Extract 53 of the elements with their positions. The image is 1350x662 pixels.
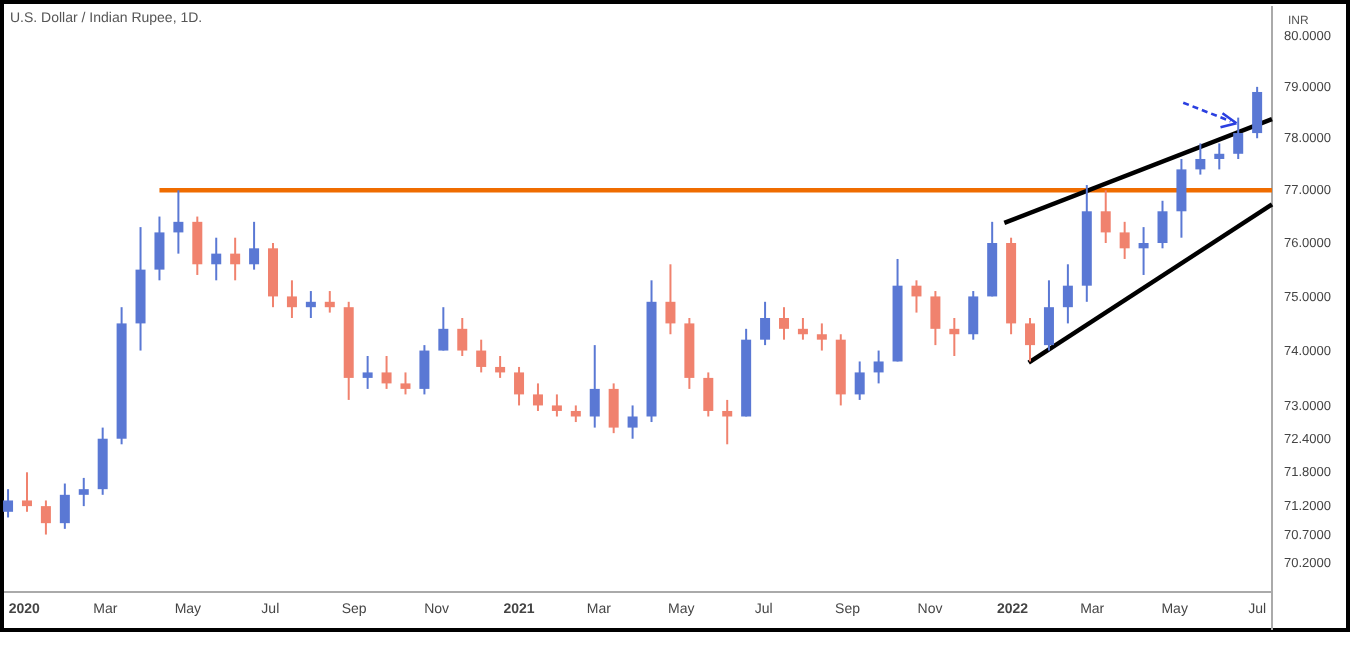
candlestick (78, 476, 89, 508)
candlestick (1138, 226, 1149, 276)
candlestick (665, 263, 676, 336)
candlestick (419, 344, 430, 396)
candlestick (854, 360, 865, 401)
candlestick (3, 488, 14, 519)
candlestick (1119, 220, 1130, 260)
candlestick (589, 344, 600, 429)
candlestick (1252, 85, 1263, 140)
candlestick (532, 382, 543, 412)
candlestick (1025, 316, 1036, 363)
candlestick (703, 371, 714, 418)
candlestick (722, 398, 733, 446)
candlestick (1233, 116, 1244, 160)
candlestick (305, 290, 316, 319)
candlestick (968, 290, 979, 341)
candlestick (154, 215, 165, 282)
candlestick (779, 306, 789, 341)
candlestick (514, 365, 525, 407)
candlestick (286, 279, 297, 319)
candlestick (400, 371, 411, 396)
candlestick (797, 316, 808, 341)
candlestick (495, 355, 506, 379)
candlestick (930, 290, 941, 347)
candlestick (608, 382, 619, 435)
candlestick (173, 189, 184, 255)
candlestick (40, 499, 51, 536)
candlestick (1100, 189, 1111, 245)
candlestick (627, 404, 638, 440)
candlestick (1176, 157, 1187, 239)
candlestick (1195, 142, 1206, 176)
candlestick (324, 290, 335, 314)
candlestick (551, 393, 562, 418)
candlestick (816, 322, 827, 352)
candlestick (873, 349, 884, 385)
candlestick (192, 215, 203, 276)
candlestick (211, 236, 222, 282)
candlestick (249, 220, 260, 271)
candlestick (381, 355, 392, 390)
candlestick (949, 316, 960, 358)
candlestick (438, 306, 449, 352)
candlestick (911, 279, 922, 314)
candlestick (1157, 199, 1168, 250)
candlestick (476, 338, 487, 374)
candlestick (21, 471, 32, 513)
candlestick (1214, 142, 1225, 171)
candlestick (59, 482, 70, 530)
candlestick (457, 316, 468, 358)
candlestick (760, 300, 771, 347)
candlestick (362, 355, 373, 390)
candlestick (230, 236, 241, 282)
candlestick (1062, 263, 1073, 325)
candlestick (1043, 279, 1054, 352)
